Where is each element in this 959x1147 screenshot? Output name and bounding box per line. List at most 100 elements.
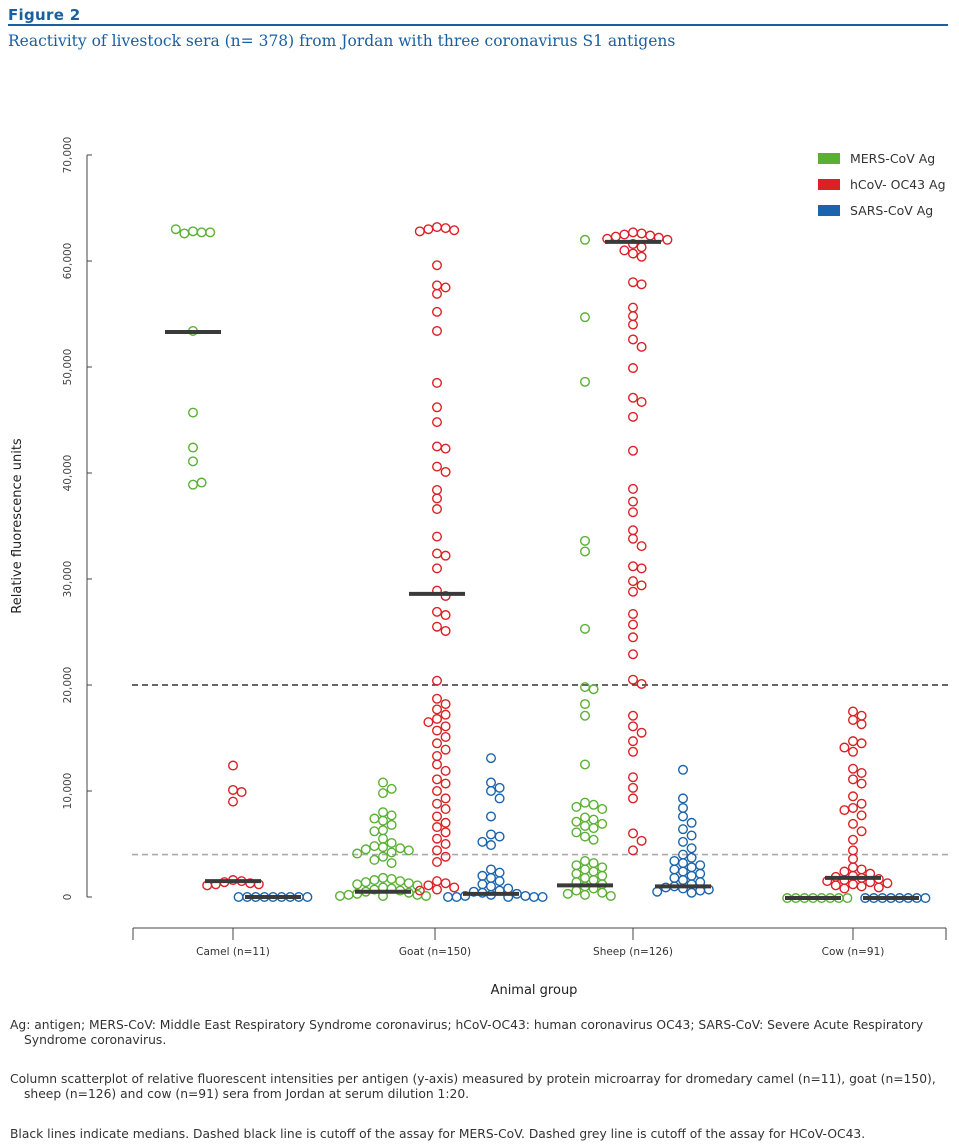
data-point — [580, 376, 591, 387]
data-point — [432, 759, 443, 770]
data-point — [187, 456, 198, 467]
data-point — [628, 586, 639, 597]
data-point — [440, 721, 451, 732]
data-point — [432, 493, 443, 504]
data-point — [628, 608, 639, 619]
data-point — [494, 867, 505, 878]
data-point — [695, 860, 706, 871]
data-point — [449, 882, 460, 893]
data-point — [645, 230, 656, 241]
data-point — [432, 325, 443, 336]
data-point — [227, 784, 238, 795]
data-point — [432, 704, 443, 715]
data-point — [179, 228, 190, 239]
data-point — [580, 546, 591, 557]
chart-axes: 0 10,000 20,000 30,000 40,000 50,000 60,000 70,… — [10, 137, 947, 998]
data-point — [432, 675, 443, 686]
data-point — [432, 725, 443, 736]
data-point — [395, 843, 406, 854]
data-point — [432, 417, 443, 428]
data-point — [378, 807, 389, 818]
data-point — [486, 811, 497, 822]
data-point — [432, 738, 443, 749]
data-point — [440, 223, 451, 234]
data-point — [432, 280, 443, 291]
data-point — [588, 814, 599, 825]
data-point — [856, 798, 867, 809]
data-point — [580, 864, 591, 875]
data-point — [414, 885, 425, 896]
data-point — [520, 890, 531, 901]
footnote-method: Column scatterplot of relative fluoresce… — [10, 1072, 936, 1101]
data-point — [597, 804, 608, 815]
data-point — [302, 892, 313, 903]
data-point — [423, 717, 434, 728]
footnote-lines: Black lines indicate medians. Dashed bla… — [10, 1127, 866, 1141]
data-point — [848, 791, 859, 802]
data-point — [628, 483, 639, 494]
data-point — [628, 746, 639, 757]
data-point — [839, 883, 850, 894]
data-point — [588, 858, 599, 869]
data-point — [678, 883, 689, 894]
data-point — [432, 811, 443, 822]
data-point — [423, 880, 434, 891]
data-point — [440, 851, 451, 862]
data-point — [432, 786, 443, 797]
data-point — [432, 621, 443, 632]
data-point — [628, 248, 639, 259]
data-point — [440, 793, 451, 804]
data-point — [636, 541, 647, 552]
data-point — [432, 884, 443, 895]
data-point — [628, 227, 639, 238]
data-point — [842, 893, 853, 904]
data-point — [580, 831, 591, 842]
data-point — [432, 845, 443, 856]
legend-label: SARS-CoV Ag — [850, 203, 933, 218]
data-point — [486, 786, 497, 797]
data-point — [686, 830, 697, 841]
data-point — [856, 881, 867, 892]
data-point — [494, 831, 505, 842]
data-point — [386, 837, 397, 848]
data-point — [636, 563, 647, 574]
data-point — [503, 883, 514, 894]
data-point — [378, 872, 389, 883]
data-point — [580, 820, 591, 831]
data-point — [628, 782, 639, 793]
data-point — [597, 887, 608, 898]
data-point — [678, 824, 689, 835]
data-point — [440, 731, 451, 742]
data-point — [856, 826, 867, 837]
data-point — [669, 864, 680, 875]
data-point — [628, 319, 639, 330]
data-point — [839, 805, 850, 816]
data-point — [440, 550, 451, 561]
data-point — [443, 892, 454, 903]
data-point — [619, 229, 630, 240]
cutoff-lines — [132, 684, 950, 856]
data-point — [486, 840, 497, 851]
data-point — [571, 801, 582, 812]
data-point — [856, 864, 867, 875]
data-point — [440, 744, 451, 755]
data-point — [386, 858, 397, 869]
data-point — [856, 719, 867, 730]
data-point — [856, 710, 867, 721]
data-point — [440, 282, 451, 293]
data-point — [580, 623, 591, 634]
data-point — [580, 889, 591, 900]
data-point — [856, 738, 867, 749]
data-point — [848, 802, 859, 813]
data-point — [628, 793, 639, 804]
data-point — [432, 260, 443, 271]
data-point — [335, 890, 346, 901]
data-point — [187, 407, 198, 418]
data-point — [580, 710, 591, 721]
data-point — [486, 872, 497, 883]
data-point — [440, 839, 451, 850]
data-point — [432, 504, 443, 515]
data-point — [588, 834, 599, 845]
data-point — [432, 441, 443, 452]
data-point — [360, 877, 371, 888]
